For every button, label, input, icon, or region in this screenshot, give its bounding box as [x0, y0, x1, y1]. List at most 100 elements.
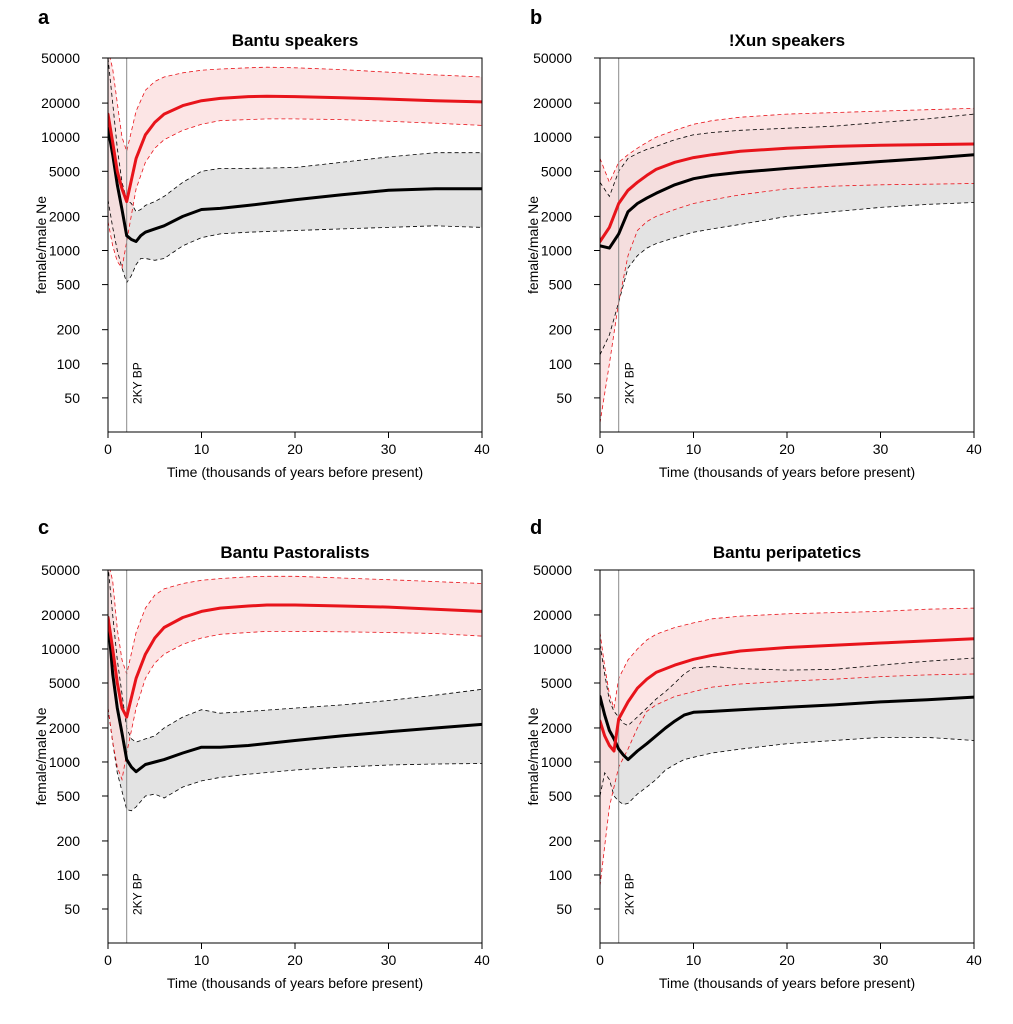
- y-tick-label: 10000: [533, 129, 572, 145]
- x-tick-label: 10: [194, 441, 210, 457]
- band-lower-edge-red: [108, 118, 482, 269]
- x-tick-label: 40: [966, 441, 982, 457]
- y-tick-label: 5000: [49, 163, 80, 179]
- plot-area: [108, 58, 482, 432]
- plot-area: [600, 570, 974, 943]
- reference-line-label: 2KY BP: [623, 873, 637, 915]
- panel-a: 2KY BP 0 10 20 30 40 50 100 200 500 1000 2000 5000 10…: [33, 7, 490, 480]
- panel-c: 2KY BP 0 10 20 30 40 50 100 200 500 1000 2000 5000 10…: [33, 517, 490, 991]
- x-axis-label: Time (thousands of years before present): [167, 975, 423, 991]
- x-tick-label: 40: [474, 441, 490, 457]
- y-tick-label: 50: [556, 901, 572, 917]
- x-tick-label: 20: [779, 952, 795, 968]
- y-tick-label: 1000: [541, 242, 572, 258]
- y-tick-label: 5000: [541, 675, 572, 691]
- x-tick-label: 10: [686, 952, 702, 968]
- band-upper-edge-red: [600, 107, 974, 184]
- panel-title: Bantu Pastoralists: [220, 543, 369, 562]
- y-tick-label: 500: [57, 277, 81, 293]
- band-lower-edge-red: [108, 631, 482, 781]
- x-tick-label: 30: [873, 952, 889, 968]
- y-tick-label: 50: [64, 390, 80, 406]
- series-line-black: [108, 126, 482, 243]
- band-lower-edge-black: [600, 737, 974, 805]
- band-upper-edge-black: [600, 113, 974, 198]
- band-lower-edge-black: [108, 199, 482, 284]
- series-line-red: [108, 603, 482, 719]
- y-tick-label: 50: [64, 901, 80, 917]
- y-axis-label: female/male Ne: [33, 196, 49, 294]
- panel-title: !Xun speakers: [729, 31, 845, 50]
- x-tick-label: 0: [596, 952, 604, 968]
- y-tick-label: 200: [57, 322, 81, 338]
- series-line-red: [108, 94, 482, 204]
- reference-line-label: 2KY BP: [131, 362, 145, 404]
- band-upper-edge-red: [600, 607, 974, 709]
- y-tick-label: 2000: [49, 720, 80, 736]
- y-tick-label: 1000: [541, 754, 572, 770]
- x-tick-label: 20: [287, 441, 303, 457]
- y-tick-label: 20000: [533, 95, 572, 111]
- x-axis-label: Time (thousands of years before present): [167, 464, 423, 480]
- confidence-band-red: [108, 570, 482, 780]
- panel-b: 2KY BP 0 10 20 30 40 50 100 200 500 1000 2000 5000 10…: [525, 7, 982, 480]
- y-tick-label: 50000: [533, 50, 572, 66]
- confidence-band-black: [108, 570, 482, 811]
- y-tick-label: 50: [556, 390, 572, 406]
- x-tick-label: 0: [104, 952, 112, 968]
- y-tick-label: 200: [549, 833, 573, 849]
- y-tick-label: 200: [549, 322, 573, 338]
- y-tick-label: 500: [57, 788, 81, 804]
- y-axis-label: female/male Ne: [33, 707, 49, 805]
- y-tick-label: 10000: [41, 641, 80, 657]
- band-upper-edge-black: [108, 570, 482, 743]
- y-tick-label: 500: [549, 788, 573, 804]
- band-lower-edge-black: [108, 708, 482, 812]
- plot-area: [600, 58, 974, 432]
- reference-line-label: 2KY BP: [623, 362, 637, 404]
- x-tick-label: 30: [381, 952, 397, 968]
- y-tick-label: 100: [57, 356, 81, 372]
- y-tick-label: 1000: [49, 754, 80, 770]
- confidence-band-red: [108, 58, 482, 268]
- panel-title: Bantu speakers: [232, 31, 359, 50]
- panel-letter: a: [38, 7, 50, 29]
- x-tick-label: 30: [381, 441, 397, 457]
- y-tick-label: 1000: [49, 242, 80, 258]
- panel-d: 2KY BP 0 10 20 30 40 50 100 200 500 1000 2000 5000 10…: [525, 517, 982, 991]
- x-axis-label: Time (thousands of years before present): [659, 464, 915, 480]
- y-tick-label: 200: [57, 833, 81, 849]
- band-lower-edge-black: [600, 202, 974, 355]
- panel-letter: b: [530, 7, 542, 29]
- x-tick-label: 40: [966, 952, 982, 968]
- y-tick-label: 5000: [541, 163, 572, 179]
- y-tick-label: 100: [549, 356, 573, 372]
- y-tick-label: 2000: [541, 720, 572, 736]
- band-upper-edge-red: [109, 570, 482, 676]
- y-tick-label: 100: [549, 867, 573, 883]
- x-tick-label: 10: [686, 441, 702, 457]
- confidence-band-red: [600, 108, 974, 424]
- y-axis-label: female/male Ne: [525, 707, 541, 805]
- band-upper-edge-red: [109, 58, 482, 153]
- y-tick-label: 100: [57, 867, 81, 883]
- panel-letter: c: [38, 517, 49, 539]
- panel-letter: d: [530, 517, 542, 539]
- y-tick-label: 20000: [533, 607, 572, 623]
- reference-line-label: 2KY BP: [131, 873, 145, 915]
- y-axis-label: female/male Ne: [525, 196, 541, 294]
- band-lower-edge-red: [600, 673, 974, 886]
- series-line-black: [108, 616, 482, 774]
- y-tick-label: 20000: [41, 95, 80, 111]
- panel-title: Bantu peripatetics: [713, 543, 861, 562]
- x-tick-label: 0: [596, 441, 604, 457]
- y-tick-label: 50000: [41, 562, 80, 578]
- x-tick-label: 40: [474, 952, 490, 968]
- y-tick-label: 2000: [541, 208, 572, 224]
- x-tick-label: 0: [104, 441, 112, 457]
- series-line-red: [600, 142, 974, 243]
- y-tick-label: 500: [549, 277, 573, 293]
- y-tick-label: 50000: [41, 50, 80, 66]
- y-tick-label: 5000: [49, 675, 80, 691]
